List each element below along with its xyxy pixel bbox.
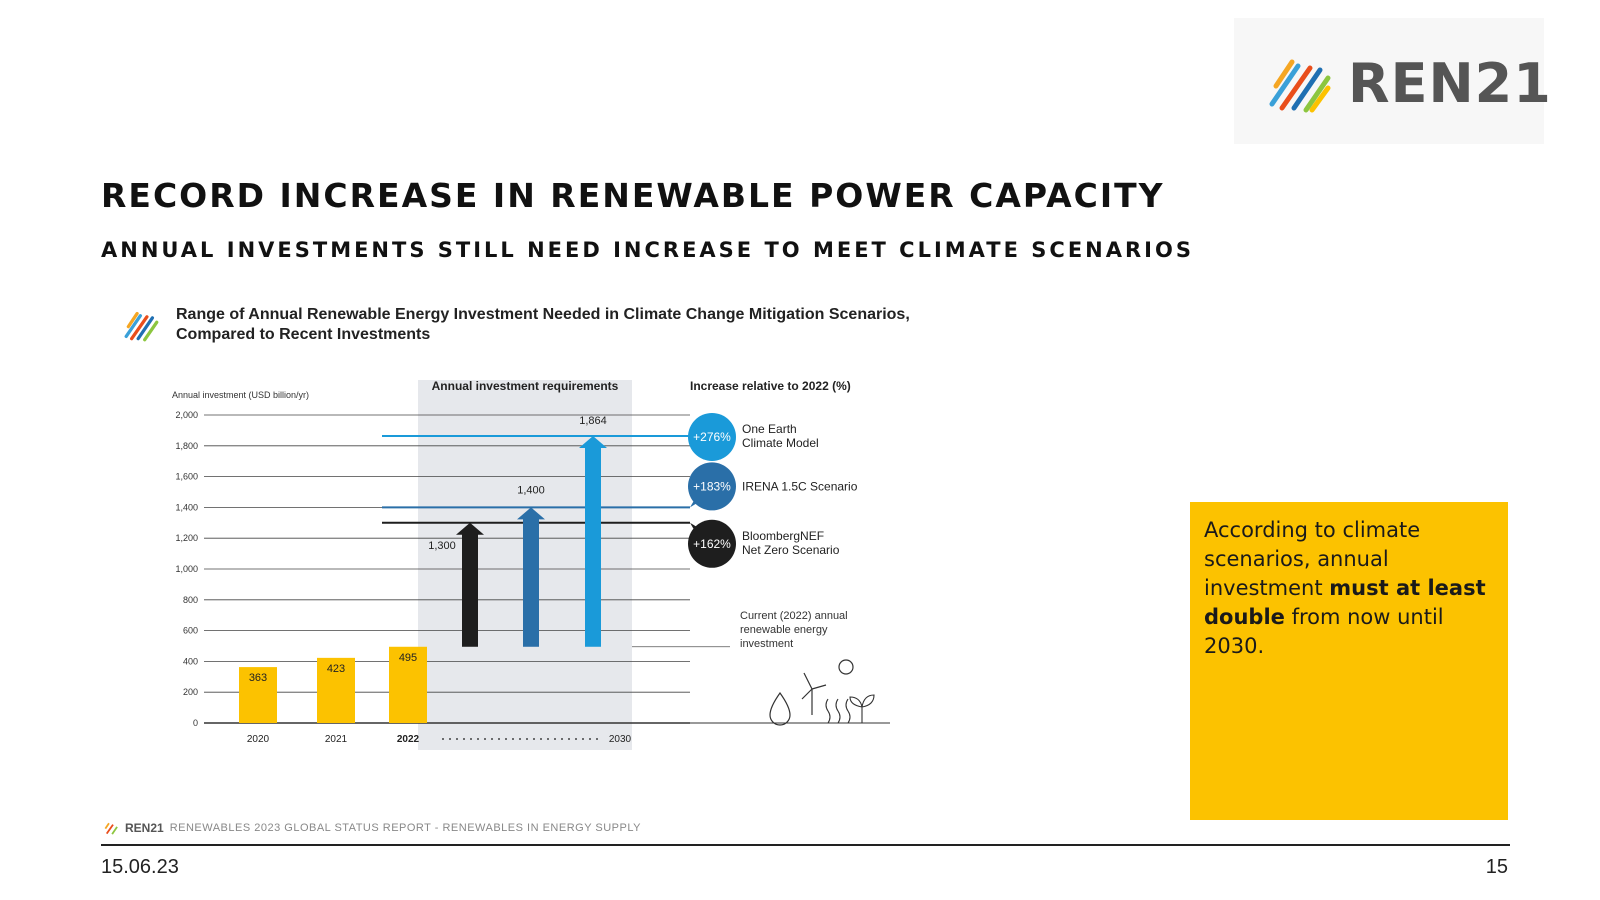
- callout-text: According to climate scenarios, annual i…: [1204, 516, 1494, 661]
- callout-text-start: According to climate scenarios, annual i…: [1204, 518, 1421, 600]
- x-tick-label: 2022: [397, 734, 420, 745]
- x-tick-label: 2020: [247, 734, 270, 745]
- scenario-value-label: 1,864: [579, 415, 607, 427]
- bar-2020: [239, 667, 277, 723]
- scenario-arrow-shaft: [585, 445, 601, 647]
- increase-bubble: [688, 519, 736, 568]
- callout-text-bold: must at least double: [1204, 576, 1486, 629]
- figure-brand-icon: [124, 311, 159, 342]
- callout-text-end: from now until 2030.: [1204, 605, 1444, 658]
- y-tick-label: 1,400: [175, 502, 198, 512]
- scenario-name-line2: Net Zero Scenario: [742, 543, 840, 557]
- scenario-arrow-head: [456, 522, 484, 535]
- bar-value-label: 423: [327, 663, 345, 675]
- y-tick-label: 800: [183, 595, 198, 605]
- y-tick-label: 1,000: [175, 564, 198, 574]
- y-tick-label: 200: [183, 687, 198, 697]
- source-report: RENEWABLES 2023 GLOBAL STATUS REPORT - R…: [169, 822, 641, 834]
- increase-label: +183%: [693, 479, 731, 493]
- y-tick-label: 400: [183, 656, 198, 666]
- water-drop-icon: [769, 691, 791, 726]
- source-line: REN21 RENEWABLES 2023 GLOBAL STATUS REPO…: [103, 821, 641, 835]
- scenario-value-label: 1,400: [517, 484, 545, 496]
- scenario-name-line1: One Earth: [742, 422, 797, 436]
- callout-box: According to climate scenarios, annual i…: [1190, 502, 1508, 820]
- figure-title-line1: Range of Annual Renewable Energy Investm…: [176, 306, 910, 323]
- current-note-line1: Current (2022) annual: [740, 610, 848, 622]
- requirements-header: Annual investment requirements: [432, 380, 619, 393]
- y-tick-label: 1,600: [175, 472, 198, 482]
- y-tick-label: 2,000: [175, 410, 198, 420]
- scenario-arrow-head: [579, 435, 607, 448]
- figure-title-line2: Compared to Recent Investments: [176, 326, 431, 343]
- scenario-arrow-head: [517, 507, 545, 520]
- plant-icon: [849, 694, 875, 723]
- x-tick-label: 2021: [325, 734, 348, 745]
- scenario-name-line2: Climate Model: [742, 436, 819, 450]
- footer-date: 15.06.23: [101, 856, 179, 878]
- investment-chart: Annual investment requirements Increase r…: [172, 380, 890, 750]
- increase-bubble: [688, 462, 736, 511]
- bar-value-label: 363: [249, 672, 267, 684]
- sun-icon: [838, 659, 854, 675]
- y-tick-label: 1,800: [175, 441, 198, 451]
- scenario-name-line1: IRENA 1.5C Scenario: [742, 479, 858, 493]
- x-tick-label-2030: 2030: [609, 734, 632, 745]
- y-axis-label: Annual investment (USD billion/yr): [172, 390, 309, 400]
- bar-2021: [317, 657, 355, 723]
- source-brand-icon: [104, 822, 118, 835]
- scenario-arrow-shaft: [523, 517, 539, 647]
- current-note-line2: renewable energy: [740, 624, 828, 636]
- ren21-logo-icon: [1269, 59, 1331, 113]
- increase-bubble: [688, 412, 736, 461]
- wind-turbine-blades-icon: [801, 672, 827, 700]
- footer-rule: [101, 844, 1510, 846]
- bar-2022: [389, 646, 427, 723]
- y-tick-label: 0: [193, 718, 198, 728]
- increase-label: +276%: [693, 430, 731, 444]
- ren21-logo-text: REN21: [1348, 52, 1552, 115]
- scenario-value-label: 1,300: [428, 540, 456, 552]
- page-title: RECORD INCREASE IN RENEWABLE POWER CAPAC…: [101, 176, 1165, 215]
- page-number: 15: [1485, 856, 1508, 878]
- increase-header: Increase relative to 2022 (%): [690, 380, 851, 393]
- current-note-line3: investment: [740, 638, 793, 650]
- figure-title: Range of Annual Renewable Energy Investm…: [176, 305, 996, 345]
- scenario-arrow-shaft: [462, 532, 478, 647]
- heat-waves-icon: [825, 698, 851, 724]
- page-subtitle: ANNUAL INVESTMENTS STILL NEED INCREASE T…: [101, 238, 1194, 262]
- source-brand: REN21: [125, 821, 164, 835]
- scenario-name-line1: BloombergNEF: [742, 529, 824, 543]
- bar-value-label: 495: [399, 652, 417, 664]
- y-tick-label: 1,200: [175, 533, 198, 543]
- increase-label: +162%: [693, 537, 731, 551]
- y-tick-label: 600: [183, 626, 198, 636]
